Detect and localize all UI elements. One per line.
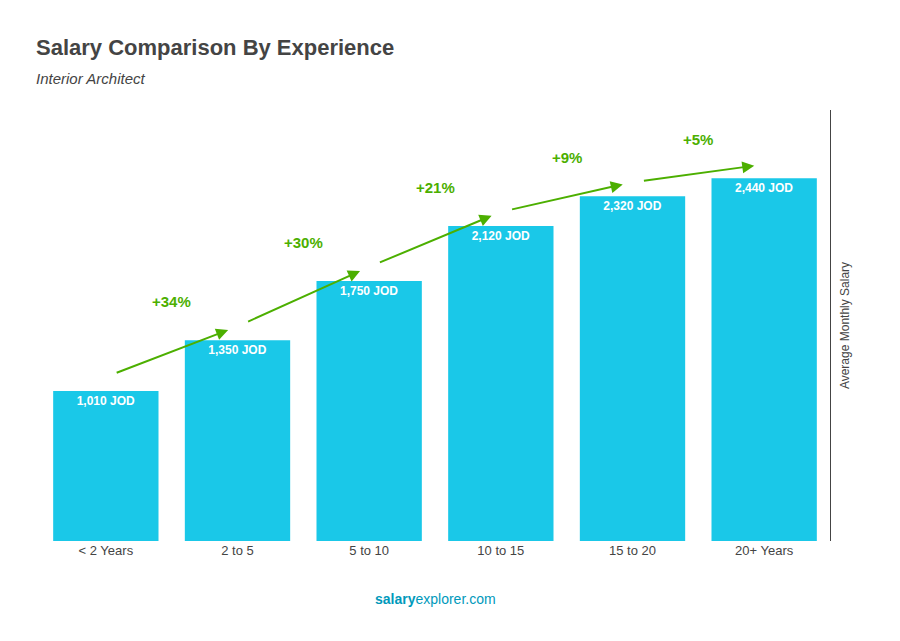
svg-text:5 to 10: 5 to 10 — [349, 543, 389, 558]
svg-text:+5%: +5% — [683, 131, 713, 148]
svg-text:+21%: +21% — [416, 179, 455, 196]
svg-text:+34%: +34% — [152, 293, 191, 310]
svg-text:Salary Comparison By Experienc: Salary Comparison By Experience — [36, 35, 394, 60]
svg-text:2,120 JOD: 2,120 JOD — [472, 229, 530, 243]
svg-text:2,320 JOD: 2,320 JOD — [603, 199, 661, 213]
svg-text:Interior Architect: Interior Architect — [36, 70, 145, 87]
svg-text:2,440 JOD: 2,440 JOD — [735, 181, 793, 195]
svg-text:+30%: +30% — [284, 234, 323, 251]
svg-text:2 to 5: 2 to 5 — [221, 543, 254, 558]
svg-text:+9%: +9% — [552, 149, 582, 166]
svg-text:1,010 JOD: 1,010 JOD — [77, 394, 135, 408]
svg-text:1,750 JOD: 1,750 JOD — [340, 284, 398, 298]
svg-text:15 to 20: 15 to 20 — [609, 543, 656, 558]
svg-text:< 2 Years: < 2 Years — [79, 543, 134, 558]
svg-text:Average Monthly Salary: Average Monthly Salary — [838, 262, 852, 389]
svg-text:1,350 JOD: 1,350 JOD — [208, 343, 266, 357]
svg-text:20+ Years: 20+ Years — [735, 543, 794, 558]
svg-text:10 to 15: 10 to 15 — [477, 543, 524, 558]
svg-text:salaryexplorer.com: salaryexplorer.com — [375, 591, 496, 607]
